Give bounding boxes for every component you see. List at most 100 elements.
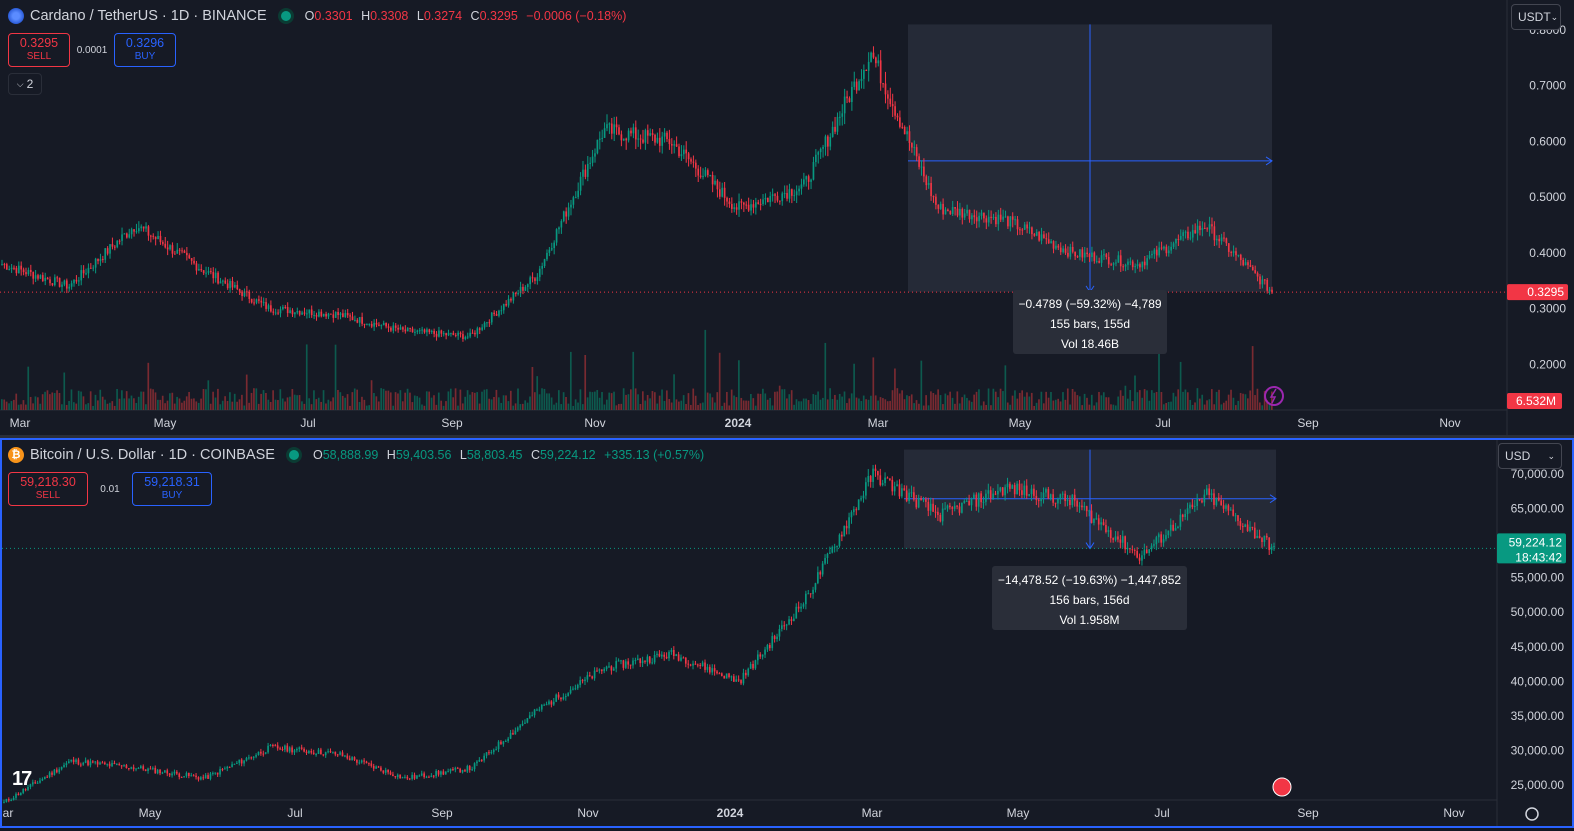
- volume-bar: [692, 388, 695, 410]
- candle: [1115, 262, 1117, 264]
- candle: [564, 695, 567, 698]
- candle: [1076, 500, 1078, 507]
- candle: [132, 767, 135, 770]
- volume-bar: [898, 393, 901, 410]
- candle: [267, 745, 269, 753]
- volume-bar: [454, 388, 457, 410]
- candle: [70, 283, 73, 287]
- volume-bar: [642, 391, 644, 410]
- candle: [442, 333, 445, 335]
- candle: [183, 250, 186, 253]
- cardano-chart-pane[interactable]: 0.8000 0.7000 0.6000 0.5000 0.4000 0.3000 0.20…: [0, 0, 1574, 436]
- volume-bar: [1078, 396, 1081, 410]
- candle: [492, 749, 495, 753]
- candle: [776, 195, 779, 201]
- candle: [1083, 506, 1086, 508]
- candle: [809, 593, 812, 595]
- x-tick-label: Mar: [10, 416, 31, 430]
- candle: [769, 644, 771, 649]
- candle: [91, 761, 94, 763]
- candle: [425, 776, 428, 778]
- candle: [351, 316, 354, 321]
- volume-bar: [200, 398, 202, 410]
- volume-bar: [279, 389, 282, 410]
- candle: [1030, 488, 1033, 495]
- volume-bar: [375, 396, 378, 410]
- candle: [752, 663, 754, 669]
- candle: [855, 81, 858, 91]
- volume-bar: [197, 402, 200, 410]
- candle: [262, 753, 265, 755]
- volume-bar: [322, 390, 325, 410]
- candle: [349, 315, 351, 317]
- sell-button[interactable]: 0.3295 SELL: [8, 33, 70, 67]
- candle: [1141, 555, 1143, 561]
- volume-bar: [226, 400, 229, 410]
- volume-bar: [613, 391, 615, 410]
- volume-bar: [1033, 405, 1036, 410]
- candle: [178, 249, 181, 251]
- volume-bar: [281, 398, 284, 410]
- sell-button[interactable]: 59,218.30 SELL: [8, 472, 88, 506]
- buy-button[interactable]: 0.3296 BUY: [114, 33, 176, 67]
- volume-bar: [236, 401, 238, 410]
- candle: [303, 312, 306, 314]
- tradingview-logo[interactable]: 17: [12, 768, 32, 790]
- candle: [1040, 234, 1043, 241]
- candle: [476, 761, 478, 764]
- candle: [348, 758, 351, 761]
- volume-bar: [15, 393, 18, 410]
- candle: [608, 123, 611, 125]
- volume-bar: [308, 398, 310, 410]
- candle: [204, 775, 207, 779]
- volume-bar: [1117, 396, 1120, 410]
- candle: [77, 759, 80, 765]
- volume-bar: [94, 394, 97, 410]
- volume-bar: [1191, 404, 1194, 410]
- candle: [1242, 259, 1245, 266]
- candle: [1016, 219, 1019, 230]
- volume-bar: [999, 388, 1002, 410]
- volume-bar: [1100, 395, 1103, 410]
- volume-bar: [181, 402, 183, 410]
- candle: [229, 280, 231, 289]
- pane-separator[interactable]: [0, 435, 1574, 438]
- candle: [149, 768, 152, 770]
- candle: [927, 501, 930, 511]
- volume-bar: [752, 398, 755, 410]
- candle: [668, 651, 670, 659]
- currency-select[interactable]: USDT ⌄: [1511, 4, 1561, 30]
- buy-button[interactable]: 59,218.31 BUY: [132, 472, 212, 506]
- bitcoin-chart-canvas[interactable]: 70,000.0065,000.0060,000.0055,000.0050,0…: [2, 440, 1572, 826]
- trade-buttons: 59,218.30 SELL 0.01 59,218.31 BUY: [8, 472, 212, 506]
- candle: [668, 139, 671, 145]
- candle: [865, 70, 868, 72]
- candle: [1064, 493, 1066, 502]
- candle: [1134, 266, 1136, 268]
- candle: [882, 83, 884, 85]
- volume-bar: [891, 390, 894, 410]
- candle: [198, 268, 200, 271]
- candle: [1256, 273, 1259, 277]
- currency-select[interactable]: USD ⌄: [1498, 443, 1562, 469]
- bitcoin-chart-pane[interactable]: 70,000.0065,000.0060,000.0055,000.0050,0…: [0, 438, 1574, 828]
- volume-bar: [1110, 404, 1112, 410]
- candle: [274, 745, 277, 747]
- cardano-chart-canvas[interactable]: 0.80000.70000.60000.50000.40000.30000.20…: [0, 0, 1574, 436]
- symbol-title[interactable]: Cardano / TetherUS · 1D · BINANCE: [30, 8, 267, 24]
- indicators-collapse-button[interactable]: ⌵ 2: [8, 73, 42, 95]
- candle: [471, 332, 474, 334]
- volume-bar: [524, 400, 527, 410]
- volume-bar: [918, 403, 920, 410]
- candle: [905, 490, 908, 502]
- symbol-title[interactable]: Bitcoin / U.S. Dollar · 1D · COINBASE: [30, 447, 275, 463]
- candle: [1049, 494, 1052, 499]
- candle: [1266, 279, 1269, 291]
- candle: [99, 258, 102, 262]
- candle: [409, 327, 411, 329]
- candle: [797, 606, 800, 609]
- candle: [3, 801, 5, 803]
- candle: [528, 715, 531, 719]
- candle: [133, 229, 135, 232]
- candle: [522, 286, 524, 291]
